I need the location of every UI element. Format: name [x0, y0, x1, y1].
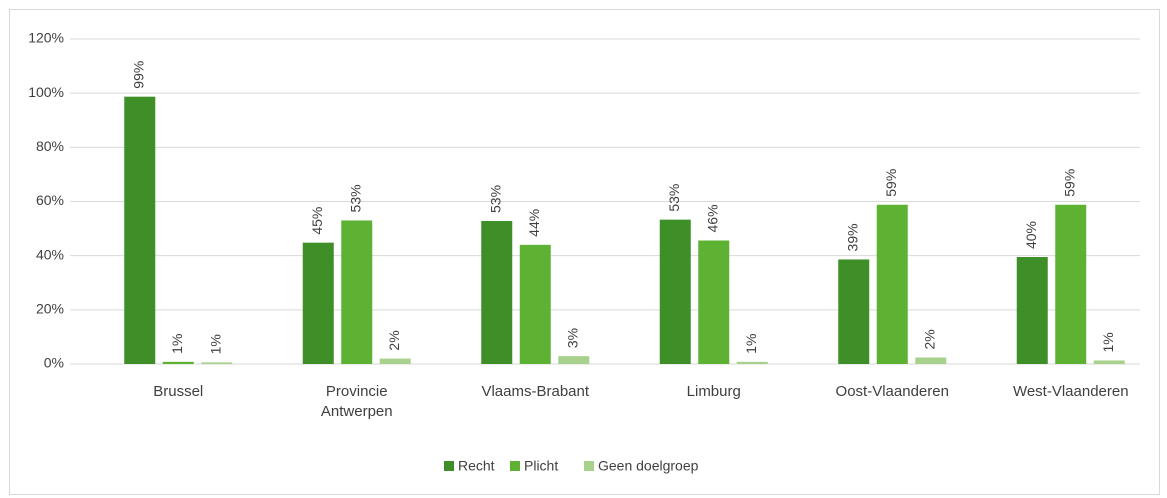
data-label: 1%: [169, 334, 185, 354]
bar: [1016, 257, 1048, 364]
data-label: 2%: [386, 330, 402, 350]
bar: [1093, 360, 1125, 364]
data-label: 39%: [844, 223, 860, 251]
data-label: 1%: [207, 334, 223, 354]
y-tick-label: 20%: [36, 301, 64, 317]
bar: [1055, 204, 1087, 364]
legend-label: Recht: [458, 458, 495, 474]
data-label: 45%: [309, 207, 325, 235]
bar: [736, 361, 768, 364]
legend-swatch: [584, 461, 594, 471]
bar: [481, 221, 513, 364]
y-tick-label: 100%: [28, 84, 64, 100]
chart-border: [9, 9, 1160, 495]
bar: [558, 356, 590, 364]
x-tick-label: Brussel: [153, 383, 204, 400]
data-label: 40%: [1023, 221, 1039, 249]
legend-label: Plicht: [524, 458, 558, 474]
x-tick-label: West-Vlaanderen: [1012, 383, 1129, 400]
y-tick-label: 0%: [44, 355, 64, 371]
data-label: 2%: [921, 329, 937, 349]
bar: [659, 219, 691, 364]
bar: [915, 357, 947, 364]
data-label: 46%: [704, 204, 720, 232]
legend-label: Geen doelgroep: [598, 458, 699, 474]
data-label: 99%: [130, 61, 146, 89]
y-tick-label: 40%: [36, 246, 64, 262]
data-label: 3%: [564, 328, 580, 348]
data-label: 53%: [487, 185, 503, 213]
bar: [876, 204, 908, 364]
bar: [302, 242, 334, 364]
bar: [379, 358, 411, 364]
bar: [201, 362, 233, 364]
data-label: 53%: [666, 184, 682, 212]
x-tick-label: Limburg: [686, 383, 741, 400]
data-label: 59%: [883, 169, 899, 197]
data-label: 44%: [526, 209, 542, 237]
bar: [341, 220, 373, 364]
x-tick-label: Oost-Vlaanderen: [835, 383, 949, 400]
data-label: 59%: [1061, 169, 1077, 197]
x-tick-label: Vlaams-Brabant: [481, 383, 590, 400]
bar: [838, 259, 870, 364]
data-label: 1%: [743, 334, 759, 354]
data-label: 53%: [347, 184, 363, 212]
y-tick-label: 120%: [28, 30, 64, 46]
legend-swatch: [444, 461, 454, 471]
bar: [519, 244, 551, 364]
bar: [162, 361, 194, 364]
bar: [124, 96, 156, 364]
bar: [698, 240, 730, 364]
y-tick-label: 60%: [36, 192, 64, 208]
x-tick-label: Provincie Antwerpen: [320, 383, 393, 420]
y-tick-label: 80%: [36, 138, 64, 154]
legend-swatch: [510, 461, 520, 471]
data-label: 1%: [1100, 332, 1116, 352]
